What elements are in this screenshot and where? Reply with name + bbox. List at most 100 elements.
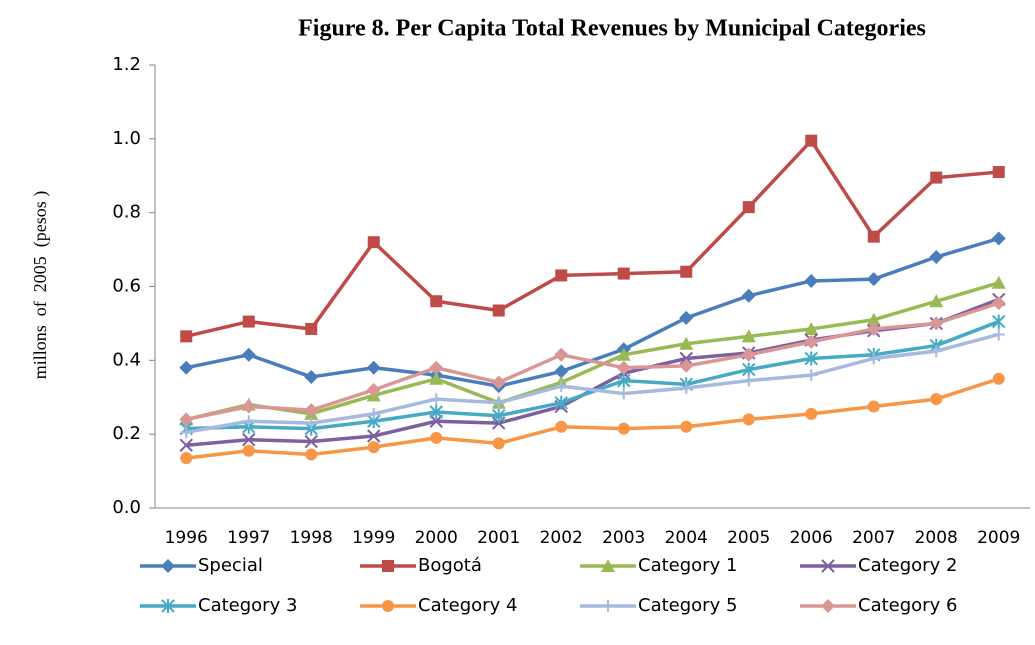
legend-marker — [821, 599, 835, 613]
marker — [991, 296, 1006, 311]
x-tick-label: 2004 — [665, 528, 708, 548]
y-tick-label: 0.0 — [112, 497, 141, 518]
marker — [742, 413, 755, 426]
marker — [367, 407, 380, 420]
marker — [305, 448, 318, 461]
x-tick-label: 1999 — [352, 528, 395, 548]
marker — [617, 267, 630, 280]
marker — [492, 408, 506, 423]
marker — [805, 369, 818, 382]
y-tick-label: 0.2 — [112, 423, 141, 444]
marker — [180, 330, 193, 343]
marker — [929, 294, 944, 308]
series — [179, 275, 1006, 426]
marker — [680, 265, 693, 278]
y-tick-label: 0.8 — [112, 202, 141, 223]
marker — [616, 360, 631, 375]
marker — [742, 201, 755, 214]
marker — [554, 347, 569, 362]
legend-marker — [382, 560, 394, 572]
marker — [555, 269, 568, 282]
marker — [616, 347, 631, 361]
marker — [679, 310, 694, 325]
series-line — [185, 301, 1000, 422]
marker — [367, 441, 380, 454]
x-tick-label: 2002 — [540, 528, 583, 548]
marker — [741, 288, 756, 303]
marker — [492, 304, 505, 317]
marker — [617, 387, 630, 400]
legend-marker — [602, 600, 614, 612]
marker — [430, 431, 443, 444]
legend-item: Category 5 — [580, 595, 737, 616]
marker — [992, 166, 1005, 179]
legend-item: Category 2 — [800, 555, 957, 576]
legend-label: Category 6 — [858, 595, 957, 616]
marker — [304, 369, 319, 384]
marker — [366, 382, 381, 397]
marker — [555, 420, 568, 433]
series-line — [185, 236, 1000, 388]
series-line — [186, 319, 1000, 431]
marker — [991, 231, 1006, 246]
legend-item: Special — [140, 555, 263, 576]
marker — [242, 432, 256, 447]
legend-marker — [161, 559, 175, 573]
marker — [617, 422, 630, 435]
x-tick-label: 2007 — [852, 528, 895, 548]
marker — [804, 334, 819, 349]
marker — [492, 437, 505, 450]
marker — [929, 249, 944, 264]
marker — [180, 426, 193, 439]
marker — [679, 336, 694, 350]
x-tick-label: 2000 — [415, 528, 458, 548]
marker — [366, 360, 381, 375]
marker — [305, 417, 318, 430]
y-tick-label: 1.0 — [112, 128, 141, 149]
marker — [867, 230, 880, 243]
legend-label: Category 5 — [638, 595, 737, 616]
marker — [805, 407, 818, 420]
marker — [679, 358, 694, 373]
x-tick-label: 1997 — [227, 528, 270, 548]
marker — [930, 171, 943, 184]
marker — [741, 329, 756, 343]
marker — [991, 275, 1006, 289]
marker — [930, 393, 943, 406]
marker — [554, 364, 569, 379]
marker — [992, 314, 1006, 329]
marker — [241, 347, 256, 362]
marker — [867, 352, 880, 365]
marker — [242, 315, 255, 328]
marker — [555, 380, 568, 393]
marker — [804, 273, 819, 288]
y-tick-label: 0.6 — [112, 276, 141, 297]
legend-marker — [601, 559, 615, 572]
marker — [930, 345, 943, 358]
series-line — [185, 332, 1000, 435]
x-tick-label: 1998 — [290, 528, 333, 548]
marker — [430, 295, 443, 308]
legend-label: Category 4 — [418, 595, 517, 616]
marker — [304, 434, 318, 449]
legend-label: Bogotá — [418, 555, 482, 576]
marker — [554, 395, 568, 410]
marker — [367, 429, 381, 443]
marker — [242, 415, 255, 428]
marker — [866, 272, 881, 287]
x-tick-label: 2005 — [727, 528, 770, 548]
marker — [491, 375, 506, 390]
marker — [429, 360, 444, 375]
marker — [242, 444, 255, 457]
marker — [429, 371, 444, 385]
y-axis-label: millons of 2005 (pesos ) — [30, 191, 51, 380]
x-tick-label: 2008 — [915, 528, 958, 548]
series-line — [185, 138, 999, 339]
x-tick-label: 2003 — [602, 528, 645, 548]
marker — [179, 438, 193, 452]
legend-item: Category 1 — [580, 555, 737, 576]
chart-title: Figure 8. Per Capita Total Revenues by M… — [298, 16, 926, 42]
series — [179, 296, 1006, 427]
y-tick-label: 0.4 — [112, 349, 141, 370]
